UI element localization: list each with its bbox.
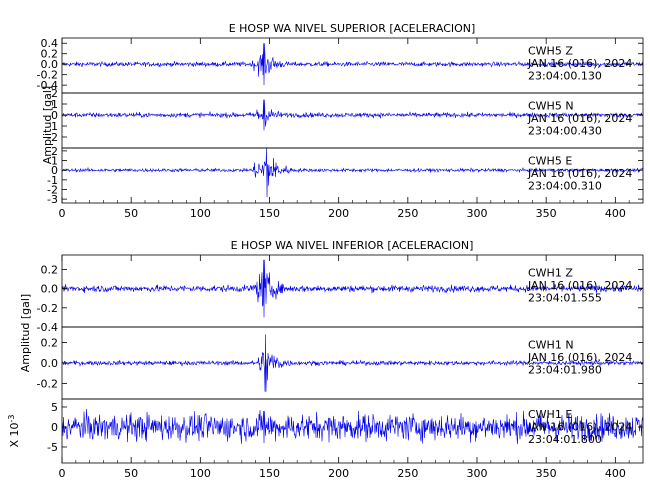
trace-date-label: JAN 16 (016), 2024 bbox=[527, 351, 632, 364]
trace-time-label: 23:04:01.800 bbox=[528, 433, 602, 446]
trace-layer bbox=[61, 43, 644, 445]
y-tick-label: 0.4 bbox=[41, 37, 59, 50]
x-tick-label: 100 bbox=[190, 207, 211, 220]
y-scale-label: X 10-3 bbox=[7, 414, 21, 447]
waveform-cwh1-n bbox=[61, 334, 644, 392]
trace-station-component-label: CWH1 N bbox=[528, 339, 574, 352]
y-tick-label: 0 bbox=[51, 109, 58, 122]
y-tick-label: 1 bbox=[51, 98, 58, 111]
x-tick-label: 300 bbox=[467, 467, 488, 480]
y-tick-label: 0 bbox=[51, 164, 58, 177]
x-tick-label: 300 bbox=[467, 207, 488, 220]
trace-station-component-label: CWH1 Z bbox=[528, 267, 573, 280]
y-tick-label: 0.0 bbox=[41, 58, 59, 71]
x-tick-label: 150 bbox=[259, 467, 280, 480]
y-tick-label: -1 bbox=[47, 174, 58, 187]
trace-station-component-label: CWH5 Z bbox=[528, 45, 573, 58]
trace-date-label: JAN 16 (016), 2024 bbox=[527, 112, 632, 125]
y-tick-label: 0.0 bbox=[41, 357, 59, 370]
trace-time-label: 23:04:01.980 bbox=[528, 364, 602, 377]
y-tick-label: 2 bbox=[51, 87, 58, 100]
y-tick-label: -0.2 bbox=[37, 302, 58, 315]
y-tick-label: 5 bbox=[51, 401, 58, 414]
y-tick-label: -0.2 bbox=[37, 69, 58, 82]
y-tick-label: 1 bbox=[51, 155, 58, 168]
y-tick-label: -2 bbox=[47, 183, 58, 196]
x-tick-label: 0 bbox=[59, 207, 66, 220]
y-tick-label: 0.2 bbox=[41, 48, 59, 61]
lower-panel-title: E HOSP WA NIVEL INFERIOR [ACELERACION] bbox=[231, 239, 474, 252]
y-tick-label: 0.0 bbox=[41, 283, 59, 296]
waveform-cwh5-n bbox=[61, 99, 644, 131]
lower-y-axis-label: Amplitud [gal] bbox=[19, 294, 32, 372]
x-tick-label: 350 bbox=[536, 207, 557, 220]
x-tick-label: 250 bbox=[397, 467, 418, 480]
x-tick-label: 350 bbox=[536, 467, 557, 480]
trace-station-component-label: CWH1 E bbox=[528, 408, 572, 421]
trace-time-label: 23:04:01.555 bbox=[528, 292, 602, 305]
y-tick-label: 0.2 bbox=[41, 263, 59, 276]
trace-time-label: 23:04:00.130 bbox=[528, 70, 602, 83]
waveform-cwh5-z bbox=[61, 43, 644, 86]
x-tick-label: 50 bbox=[124, 467, 138, 480]
y-tick-label: 0 bbox=[51, 421, 58, 434]
trace-time-label: 23:04:00.430 bbox=[528, 125, 602, 138]
x-tick-label: 150 bbox=[259, 207, 280, 220]
x-tick-label: 250 bbox=[397, 207, 418, 220]
x-tick-label: 200 bbox=[328, 207, 349, 220]
x-tick-label: 0 bbox=[59, 467, 66, 480]
y-tick-label: -0.4 bbox=[37, 79, 58, 92]
y-tick-label: 2 bbox=[51, 145, 58, 158]
y-tick-label: -0.2 bbox=[37, 378, 58, 391]
waveform-cwh1-z bbox=[61, 259, 644, 318]
y-tick-label: 0.2 bbox=[41, 336, 59, 349]
panel-titles: E HOSP WA NIVEL SUPERIOR [ACELERACION] E… bbox=[229, 22, 476, 252]
upper-y-axis-label: Amplitud [gal] bbox=[41, 86, 54, 164]
x-tick-label: 400 bbox=[605, 467, 626, 480]
x-tick-label: 50 bbox=[124, 207, 138, 220]
trace-date-label: JAN 16 (016), 2024 bbox=[527, 279, 632, 292]
x-tick-label: 400 bbox=[605, 207, 626, 220]
y-tick-label: -5 bbox=[47, 441, 58, 454]
x-tick-label: 100 bbox=[190, 467, 211, 480]
y-tick-label: -1 bbox=[47, 120, 58, 133]
trace-time-label: 23:04:00.310 bbox=[528, 180, 602, 193]
trace-station-component-label: CWH5 E bbox=[528, 155, 572, 168]
y-tick-label: -2 bbox=[47, 131, 58, 144]
x-tick-label: 200 bbox=[328, 467, 349, 480]
trace-date-label: JAN 16 (016), 2024 bbox=[527, 167, 632, 180]
waveform-cwh1-e bbox=[61, 408, 644, 445]
upper-panel-title: E HOSP WA NIVEL SUPERIOR [ACELERACION] bbox=[229, 22, 476, 35]
y-tick-label: -3 bbox=[47, 193, 58, 206]
waveform-cwh5-e bbox=[61, 147, 644, 198]
y-tick-label: -0.4 bbox=[37, 321, 58, 334]
trace-date-label: JAN 16 (016), 2024 bbox=[527, 57, 632, 70]
trace-date-label: JAN 16 (016), 2024 bbox=[527, 421, 632, 434]
trace-station-component-label: CWH5 N bbox=[528, 100, 574, 113]
